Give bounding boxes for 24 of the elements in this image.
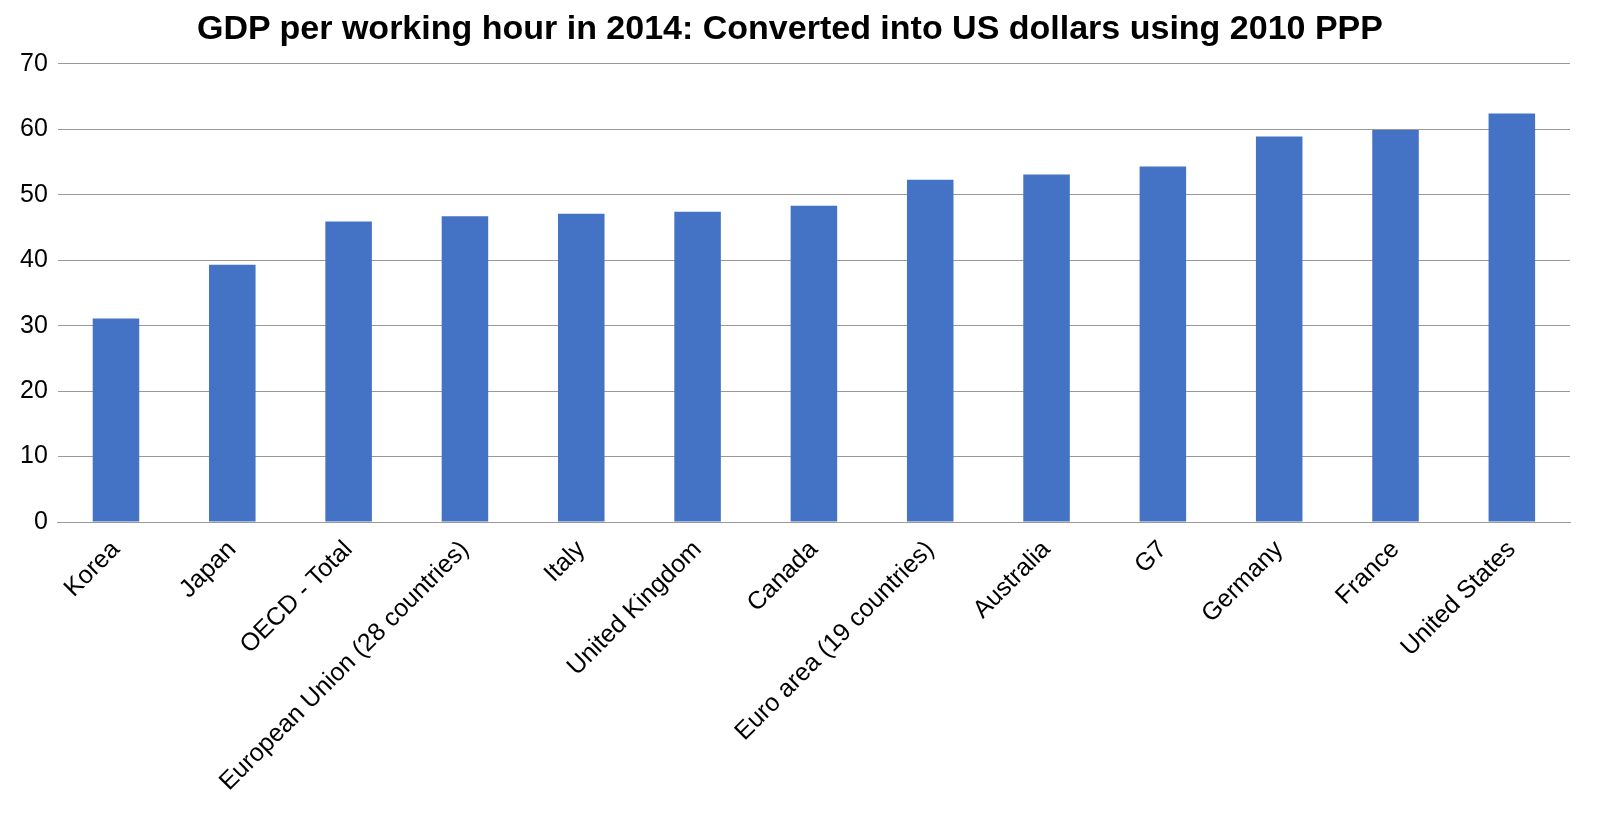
bar — [325, 221, 372, 522]
bar — [906, 179, 954, 522]
bar — [209, 264, 256, 522]
y-tick-label: 40 — [20, 244, 48, 273]
y-tick-label: 60 — [20, 113, 48, 142]
bar — [1488, 113, 1536, 522]
x-tick-label: G7 — [1127, 534, 1172, 578]
y-tick-label: 0 — [33, 505, 48, 534]
bar — [1139, 166, 1187, 522]
y-tick-label: 50 — [20, 178, 48, 207]
bar — [92, 318, 140, 522]
y-tick-label: 10 — [20, 440, 48, 469]
bar — [1255, 136, 1303, 522]
chart-title: GDP per working hour in 2014: Converted into US dollars using 2010 PPP — [197, 7, 1383, 46]
x-tick-label: Italy — [537, 533, 591, 587]
bar — [1372, 129, 1419, 522]
y-tick-label: 30 — [20, 309, 48, 338]
bar — [557, 213, 605, 522]
bar — [790, 205, 838, 522]
bar — [674, 211, 721, 522]
y-tick-label: 70 — [20, 47, 48, 76]
bar — [441, 216, 489, 522]
bar — [1023, 174, 1070, 522]
y-tick-label: 20 — [20, 375, 48, 403]
